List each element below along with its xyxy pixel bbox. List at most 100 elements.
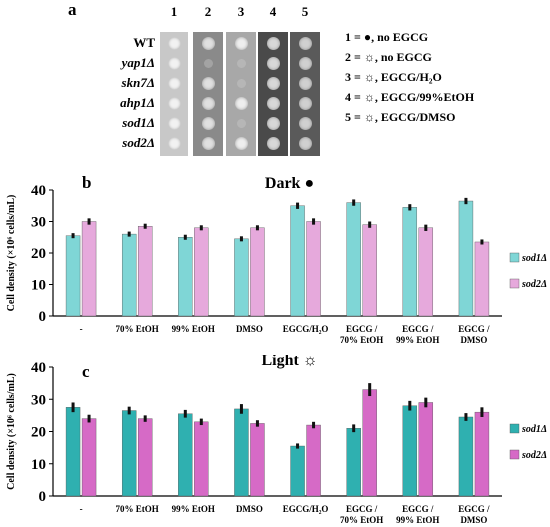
column-number-1: 1 (170, 4, 178, 19)
error-bar (255, 420, 259, 427)
genotype-label: skn7Δ (121, 75, 155, 90)
bar-sod2Δ (362, 224, 377, 317)
treatment-legend-row: 5 = ☼, EGCG/DMSO (345, 110, 456, 124)
bar-sod1Δ (402, 207, 418, 317)
x-tick-label: 70% EtOH (340, 515, 383, 525)
legend-swatch-sod2Δ (509, 449, 520, 460)
error-bar (143, 223, 147, 229)
colony-spot (167, 136, 181, 150)
colony-spot (236, 58, 246, 68)
bar-sod2Δ (81, 221, 97, 317)
plate-strip-2 (193, 32, 223, 156)
y-tick-label: 20 (31, 246, 46, 262)
bar-sod1Δ (121, 233, 137, 317)
y-tick-label: 30 (31, 392, 46, 408)
colony-spot (234, 96, 248, 110)
y-axis-label: Cell density (×10⁶ cells/mL) (6, 373, 17, 490)
error-bar (239, 404, 243, 414)
bar-sod2Δ (137, 418, 153, 497)
x-tick-label: DMSO (236, 324, 263, 334)
bar-sod2Δ (81, 418, 97, 497)
bar-sod2Δ (362, 389, 377, 497)
colony-spot (234, 136, 248, 150)
plate-strip-3 (226, 32, 256, 156)
chart-title: Light ☼ (261, 355, 317, 369)
legend-label-sod2Δ: sod2Δ (521, 450, 547, 461)
plate-strip-4 (258, 32, 288, 156)
colony-spot (201, 96, 215, 110)
bar-sod2Δ (474, 411, 490, 497)
error-bar (424, 224, 428, 231)
error-bar (424, 397, 428, 408)
colony-spot (298, 136, 312, 150)
error-bar (312, 218, 316, 225)
error-bar (352, 424, 356, 433)
y-axis-label: Cell density (×10⁶ cells/mL) (6, 195, 17, 312)
x-tick-label: - (80, 504, 83, 514)
panel-a-label: a (68, 0, 77, 19)
y-tick-label: 20 (31, 425, 46, 441)
bar-sod2Δ (306, 221, 321, 317)
column-number-4: 4 (269, 4, 277, 19)
x-tick-label: 99% EtOH (396, 515, 439, 525)
error-bar (352, 199, 356, 206)
bar-sod1Δ (178, 413, 193, 497)
dark-bar-chart: 0 10 20 30 40 Cell density (×10⁶ cells/mL) Dar… (6, 175, 547, 345)
bar-sod2Δ (137, 226, 153, 317)
x-tick-label: EGCG / (346, 504, 378, 514)
legend-label-sod1Δ: sod1Δ (521, 424, 547, 435)
legend-swatch-sod2Δ (509, 278, 520, 289)
bar-sod2Δ (474, 241, 490, 317)
treatment-legend-row: 4 = ☼, EGCG/99%EtOH (345, 90, 475, 104)
light-bar-chart: 0 10 20 30 40 Cell density (×10⁶ cells/mL) Lig… (6, 355, 547, 525)
error-bar (199, 225, 203, 231)
genotype-label: WT (133, 35, 155, 50)
x-tick-label: EGCG / (402, 324, 434, 334)
x-tick-label: DMSO (460, 335, 487, 345)
x-tick-label: EGCG / (458, 504, 490, 514)
y-tick-label: 0 (39, 309, 47, 325)
y-tick-label: 30 (31, 215, 46, 231)
error-bar (408, 400, 412, 411)
treatment-legend-row: 1 = ●, no EGCG (345, 30, 429, 44)
x-tick-label: EGCG / (458, 324, 490, 334)
colony-spot (266, 56, 280, 70)
bar-sod1Δ (234, 408, 249, 497)
bar-sod2Δ (194, 227, 209, 317)
column-number-2: 2 (204, 4, 212, 19)
error-bar (296, 202, 300, 209)
error-bar (199, 418, 203, 426)
x-tick-label: 70% EtOH (340, 335, 383, 345)
colony-spot (201, 76, 215, 90)
error-bar (368, 383, 372, 397)
error-bar (296, 443, 300, 449)
error-bar (255, 225, 259, 231)
error-bar (480, 407, 484, 417)
x-tick-label: 99% EtOH (172, 324, 215, 334)
genotype-label: sod2Δ (122, 135, 155, 150)
colony-spot (266, 116, 280, 130)
colony-spot (201, 36, 215, 50)
error-bar (312, 421, 316, 429)
bar-sod2Δ (306, 424, 321, 497)
x-tick-label: EGCG/H₂O (283, 324, 329, 334)
bar-sod2Δ (418, 227, 434, 317)
legend-swatch-sod1Δ (509, 252, 520, 263)
y-tick-label: 10 (31, 278, 46, 294)
legend-label-sod2Δ: sod2Δ (521, 279, 547, 290)
colony-spot (167, 36, 181, 50)
colony-spot (266, 36, 280, 50)
bar-sod2Δ (194, 421, 209, 497)
x-tick-label: 99% EtOH (396, 335, 439, 345)
colony-spot (167, 96, 181, 110)
colony-spot (298, 56, 312, 70)
colony-spot (298, 76, 312, 90)
error-bar (183, 409, 187, 418)
bar-sod2Δ (250, 227, 265, 317)
y-tick-label: 10 (31, 457, 46, 473)
bar-sod1Δ (178, 237, 193, 317)
colony-spot (167, 56, 181, 70)
error-bar (127, 231, 131, 237)
error-bar (183, 234, 187, 240)
plate-strip-1 (160, 32, 188, 156)
